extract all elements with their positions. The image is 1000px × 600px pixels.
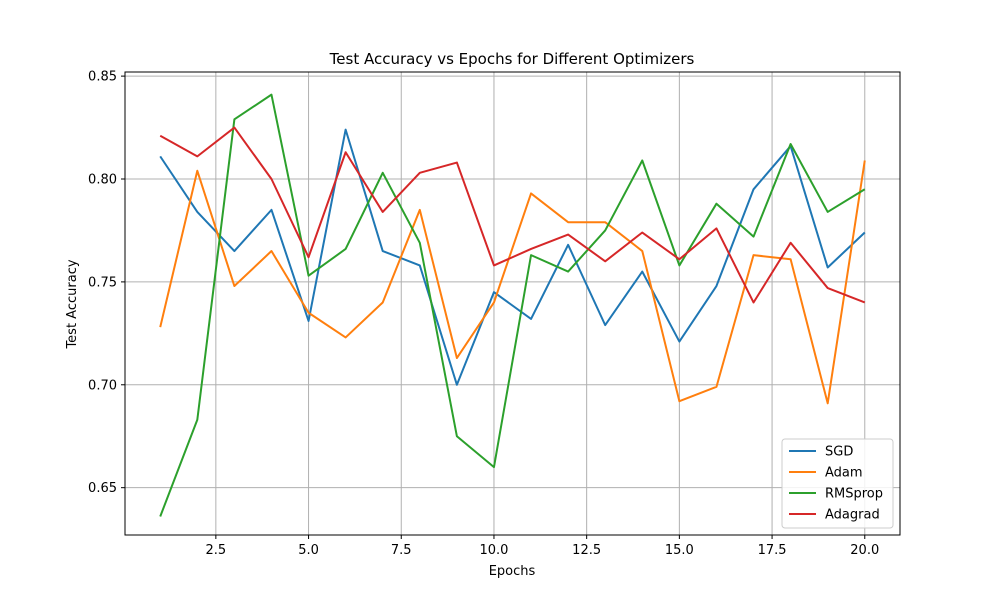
legend-label-sgd: SGD	[825, 445, 853, 460]
legend-label-adagrad: Adagrad	[825, 508, 880, 523]
y-tick-label: 0.65	[88, 481, 117, 496]
x-tick-label: 20.0	[850, 543, 879, 558]
x-tick-label: 2.5	[206, 543, 227, 558]
legend: SGD Adam RMSprop Adagrad	[781, 438, 894, 529]
y-axis-label: Test Accuracy	[65, 259, 80, 349]
grid	[125, 72, 900, 535]
series-line-rmsprop	[159, 93, 866, 517]
plot-frame	[124, 71, 901, 536]
axis-ticks: 2.5 5.0 7.5 10.0 12.5 15.0 17.5 20.0 0.65 0.70 0.7…	[88, 70, 879, 558]
x-tick-label: 10.0	[479, 543, 508, 558]
series-lines	[159, 93, 866, 517]
x-axis-label: Epochs	[489, 564, 536, 579]
y-tick-label: 0.70	[88, 378, 117, 393]
series-line-sgd	[159, 128, 866, 386]
series-line-adam	[159, 160, 866, 405]
x-tick-label: 12.5	[572, 543, 601, 558]
chart-title: Test Accuracy vs Epochs for Different Op…	[329, 50, 695, 68]
legend-label-rmsprop: RMSprop	[825, 487, 883, 502]
x-tick-label: 17.5	[758, 543, 787, 558]
legend-label-adam: Adam	[825, 466, 863, 481]
legend-items: SGD Adam RMSprop Adagrad	[789, 445, 883, 523]
y-tick-label: 0.75	[88, 275, 117, 290]
y-tick-label: 0.80	[88, 173, 117, 188]
series-line-adagrad	[159, 126, 866, 304]
x-tick-label: 15.0	[665, 543, 694, 558]
x-tick-label: 7.5	[391, 543, 412, 558]
y-tick-label: 0.85	[88, 70, 117, 85]
legend-box	[781, 438, 894, 529]
x-tick-label: 5.0	[298, 543, 319, 558]
